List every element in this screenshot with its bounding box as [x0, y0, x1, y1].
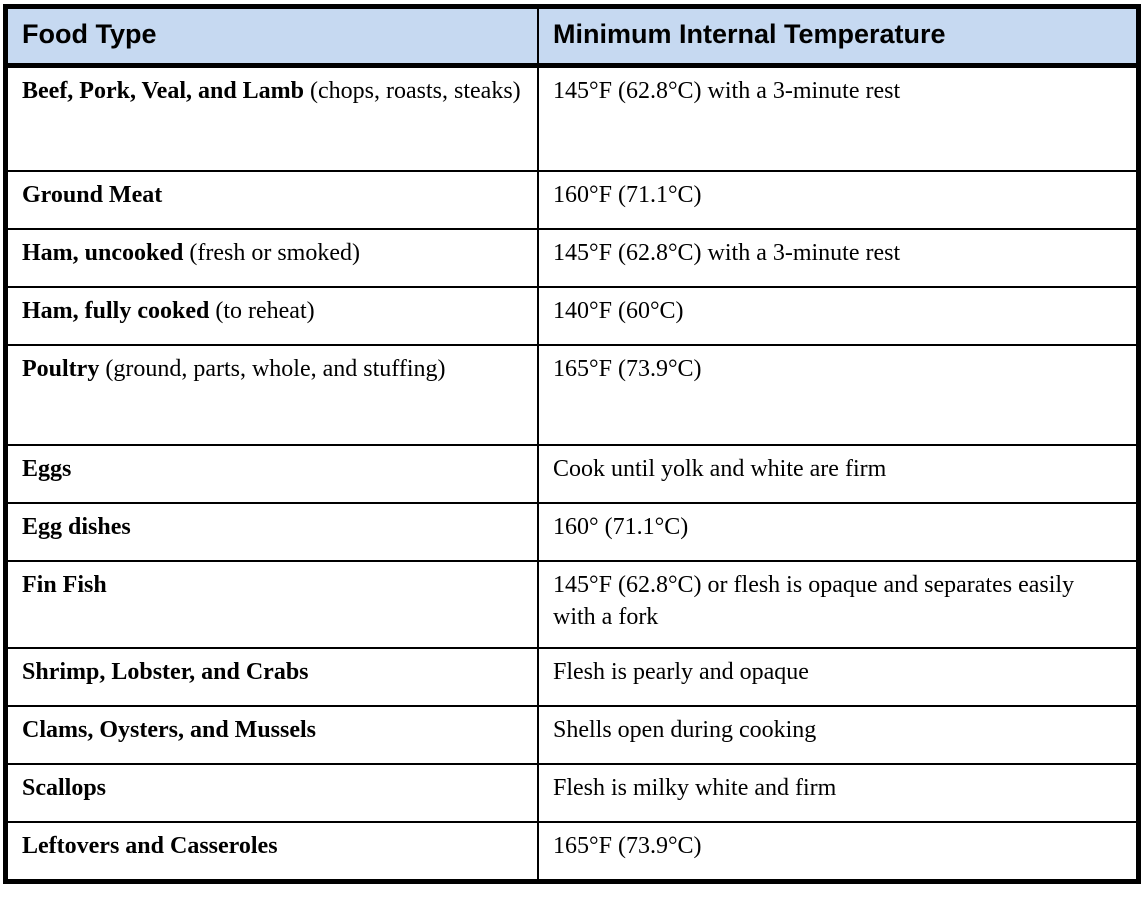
- table-row: Eggs Cook until yolk and white are firm: [4, 444, 1140, 504]
- temperature-cell: Flesh is pearly and opaque: [537, 647, 1140, 708]
- table-row: Poultry (ground, parts, whole, and stuff…: [4, 344, 1140, 446]
- food-name: Fin Fish: [22, 572, 107, 598]
- column-header-food-type: Food Type: [4, 5, 539, 68]
- cooking-temperature-table: Food Type Minimum Internal Temperature B…: [3, 4, 1141, 885]
- food-type-cell: Shrimp, Lobster, and Crabs: [4, 647, 539, 708]
- temperature-cell: 165°F (73.9°C): [537, 821, 1140, 883]
- table-row: Egg dishes 160° (71.1°C): [4, 502, 1140, 562]
- food-type-cell: Scallops: [4, 763, 539, 824]
- table-row: Clams, Oysters, and Mussels Shells open …: [4, 705, 1140, 766]
- food-type-cell: Ham, uncooked (fresh or smoked): [4, 228, 539, 288]
- temperature-cell: Shells open during cooking: [537, 705, 1140, 766]
- food-note: (ground, parts, whole, and stuffing): [105, 356, 446, 382]
- food-name: Leftovers and Casseroles: [22, 833, 278, 860]
- food-name: Beef, Pork, Veal, and Lamb: [22, 78, 305, 104]
- food-type-cell: Eggs: [4, 444, 539, 504]
- temperature-cell: 145°F (62.8°C) with a 3-minute rest: [537, 64, 1140, 172]
- food-type-cell: Beef, Pork, Veal, and Lamb (chops, roast…: [4, 64, 539, 172]
- table-row: Fin Fish 145°F (62.8°C) or flesh is opaq…: [4, 559, 1140, 650]
- food-name: Egg dishes: [22, 514, 131, 540]
- food-note: (chops, roasts, steaks): [310, 78, 521, 104]
- food-name: Poultry: [22, 356, 100, 382]
- food-type-cell: Poultry (ground, parts, whole, and stuff…: [4, 344, 539, 446]
- table-row: Leftovers and Casseroles 165°F (73.9°C): [4, 821, 1140, 883]
- food-name: Ground Meat: [22, 182, 163, 208]
- temperature-cell: Flesh is milky white and firm: [537, 763, 1140, 824]
- table-row: Shrimp, Lobster, and Crabs Flesh is pear…: [4, 647, 1140, 708]
- food-type-cell: Leftovers and Casseroles: [4, 821, 539, 883]
- column-header-min-internal-temperature: Minimum Internal Temperature: [537, 5, 1140, 68]
- table-row: Ham, fully cooked (to reheat) 140°F (60°…: [4, 286, 1140, 346]
- table-row: Ground Meat 160°F (71.1°C): [4, 170, 1140, 230]
- food-type-cell: Clams, Oysters, and Mussels: [4, 705, 539, 766]
- temperature-cell: 165°F (73.9°C): [537, 344, 1140, 446]
- food-type-cell: Fin Fish: [4, 559, 539, 650]
- table-row: Ham, uncooked (fresh or smoked) 145°F (6…: [4, 228, 1140, 288]
- food-name: Eggs: [22, 456, 72, 482]
- temperature-cell: 145°F (62.8°C) or flesh is opaque and se…: [537, 559, 1140, 650]
- temperature-cell: 160°F (71.1°C): [537, 170, 1140, 230]
- table-row: Beef, Pork, Veal, and Lamb (chops, roast…: [4, 64, 1140, 172]
- food-name: Ham, fully cooked: [22, 298, 210, 324]
- food-note: (fresh or smoked): [189, 240, 360, 266]
- food-note: (to reheat): [215, 298, 315, 324]
- header-row: Food Type Minimum Internal Temperature: [4, 5, 1140, 68]
- food-type-cell: Egg dishes: [4, 502, 539, 562]
- temperature-cell: Cook until yolk and white are firm: [537, 444, 1140, 504]
- table-header: Food Type Minimum Internal Temperature: [4, 5, 1140, 68]
- food-type-cell: Ham, fully cooked (to reheat): [4, 286, 539, 346]
- temperature-cell: 140°F (60°C): [537, 286, 1140, 346]
- food-type-cell: Ground Meat: [4, 170, 539, 230]
- table-body: Beef, Pork, Veal, and Lamb (chops, roast…: [4, 64, 1140, 883]
- temperature-cell: 145°F (62.8°C) with a 3-minute rest: [537, 228, 1140, 288]
- food-name: Ham, uncooked: [22, 240, 184, 266]
- food-name: Scallops: [22, 775, 107, 802]
- food-name: Shrimp, Lobster, and Crabs: [22, 659, 309, 686]
- table-row: Scallops Flesh is milky white and firm: [4, 763, 1140, 824]
- food-name: Clams, Oysters, and Mussels: [22, 717, 317, 744]
- temperature-cell: 160° (71.1°C): [537, 502, 1140, 562]
